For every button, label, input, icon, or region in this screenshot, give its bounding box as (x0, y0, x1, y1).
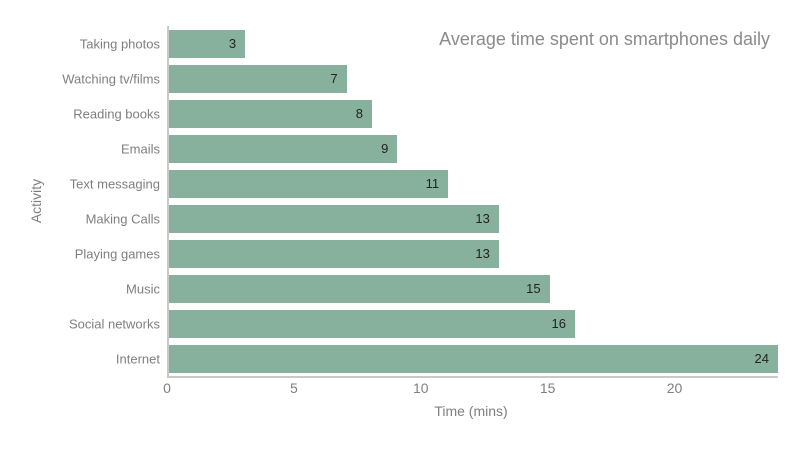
bar-series: Taking photos 3 Watching tv/films 7 Read… (62, 26, 778, 376)
bar-value-label: 13 (475, 211, 490, 226)
bar-row: Making Calls 13 (86, 201, 778, 236)
chart-title: Average time spent on smartphones daily (439, 29, 770, 49)
bar: 13 (169, 204, 499, 233)
category-label: Music (126, 281, 160, 296)
category-label: Emails (120, 141, 160, 156)
bar-row: Taking photos 3 (80, 26, 778, 61)
bar-row: Social networks 16 (69, 306, 778, 341)
bar: 8 (169, 99, 372, 128)
bar-row: Reading books 8 (73, 96, 778, 131)
x-tick-label: 0 (163, 380, 171, 396)
bar-value-label: 8 (355, 106, 363, 121)
bar: 3 (169, 29, 246, 58)
bar: 7 (169, 64, 347, 93)
bar-value-label: 16 (551, 316, 566, 331)
bar-row: Music 15 (126, 271, 778, 306)
bar-row: Playing games 13 (75, 236, 778, 271)
category-label: Watching tv/films (62, 71, 160, 86)
y-axis-title: Activity (28, 178, 44, 224)
x-axis-ticks: 0 5 10 15 20 (163, 380, 776, 400)
x-axis-title: Time (mins) (434, 403, 508, 419)
category-label: Text messaging (69, 176, 160, 191)
bar: 24 (169, 344, 778, 373)
bar-value-label: 3 (228, 36, 237, 51)
bar-row: Text messaging 11 (70, 166, 778, 201)
bar-value-label: 24 (754, 351, 769, 366)
bar-value-label: 9 (381, 141, 389, 156)
bar: 15 (169, 274, 550, 303)
bar: 11 (169, 169, 449, 198)
category-label: Making Calls (85, 211, 160, 226)
bar-value-label: 7 (330, 71, 338, 86)
bar-value-label: 13 (475, 246, 490, 261)
category-label: Playing games (74, 246, 160, 261)
plot-area: Taking photos 3 Watching tv/films 7 Read… (62, 26, 778, 378)
category-label: Taking photos (79, 36, 160, 51)
bar: 16 (169, 309, 575, 338)
category-label: Social networks (68, 316, 160, 331)
category-label: Internet (115, 351, 160, 366)
x-tick-label: 20 (666, 380, 683, 396)
bar-row: Internet 24 (116, 341, 778, 376)
bar-value-label: 15 (526, 281, 541, 296)
x-tick-label: 10 (412, 380, 429, 396)
bar: 13 (169, 239, 499, 268)
bar-row: Emails 9 (121, 131, 778, 166)
x-tick-label: 15 (539, 380, 556, 396)
x-tick-label: 5 (289, 380, 298, 396)
category-label: Reading books (73, 106, 160, 121)
bar-value-label: 11 (425, 176, 440, 191)
bar: 9 (169, 134, 398, 163)
bar-row: Watching tv/films 7 (62, 61, 778, 96)
